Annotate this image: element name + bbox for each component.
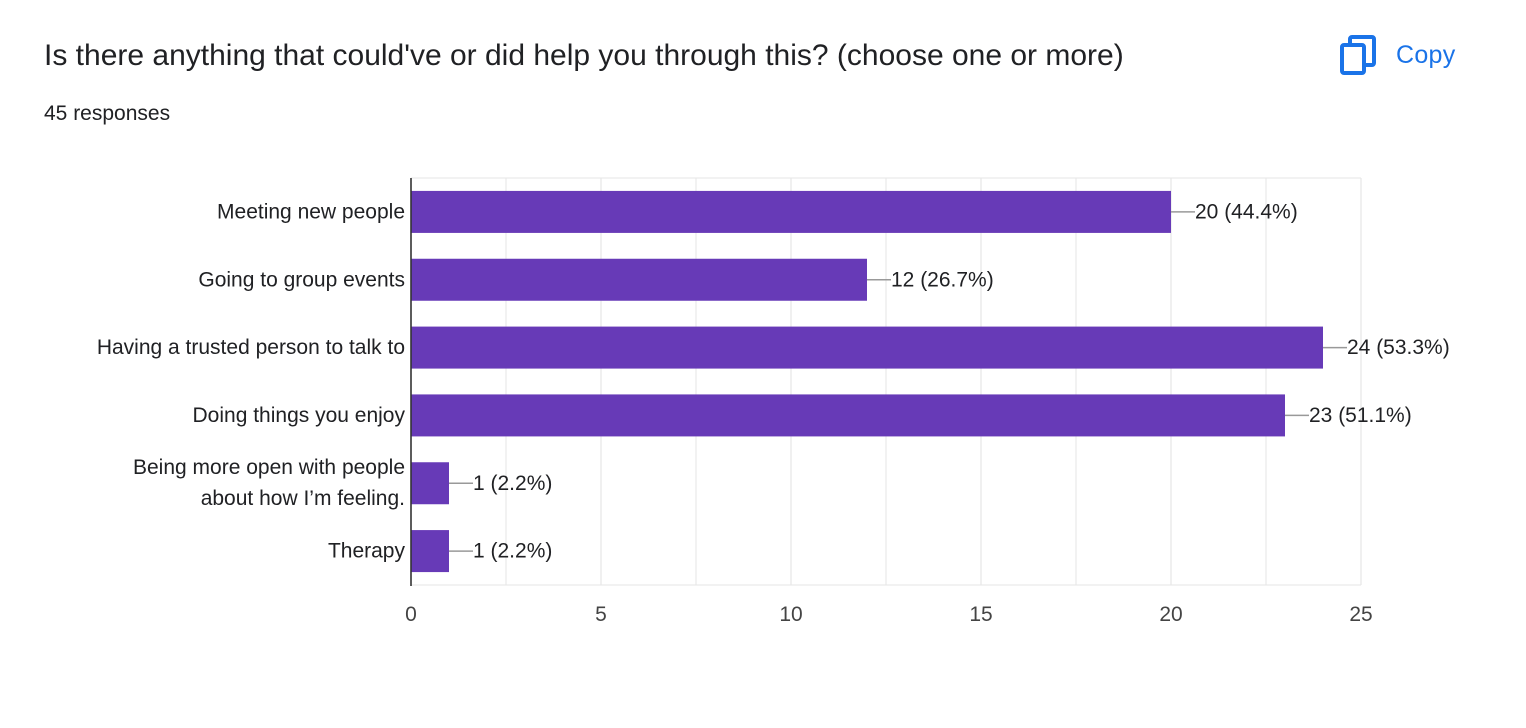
x-tick-label: 25 (1349, 603, 1372, 626)
bar (411, 462, 449, 505)
copy-button[interactable]: Copy (1340, 30, 1456, 80)
copy-label: Copy (1396, 40, 1456, 69)
category-label-line: about how I’m feeling. (201, 487, 405, 510)
data-label: 24 (53.3%) (1347, 336, 1450, 359)
category-label: Meeting new people (217, 200, 405, 223)
data-label: 12 (26.7%) (891, 268, 994, 291)
response-count: 45 responses (44, 102, 171, 125)
question-title: Is there anything that could've or did h… (44, 39, 1124, 72)
bar (411, 530, 449, 573)
category-label: Therapy (328, 540, 406, 563)
data-label: 1 (2.2%) (473, 540, 552, 563)
bar (411, 394, 1285, 437)
category-label: Doing things you enjoy (193, 404, 406, 427)
x-tick-label: 0 (405, 603, 417, 626)
category-label: Being more open with people about how I’m… (133, 456, 405, 510)
x-tick-label: 20 (1159, 603, 1182, 626)
data-label: 23 (51.1%) (1309, 404, 1412, 427)
bar (411, 326, 1323, 369)
category-label-line: Being more open with people (133, 456, 405, 479)
bar (411, 190, 1171, 233)
category-label: Going to group events (198, 268, 405, 291)
x-tick-label: 10 (779, 603, 802, 626)
x-tick-label: 15 (969, 603, 992, 626)
copy-icon (1340, 35, 1376, 75)
data-label: 20 (44.4%) (1195, 200, 1298, 223)
bar (411, 258, 867, 301)
data-label: 1 (2.2%) (473, 472, 552, 495)
x-tick-label: 5 (595, 603, 607, 626)
category-label: Having a trusted person to talk to (97, 336, 405, 359)
